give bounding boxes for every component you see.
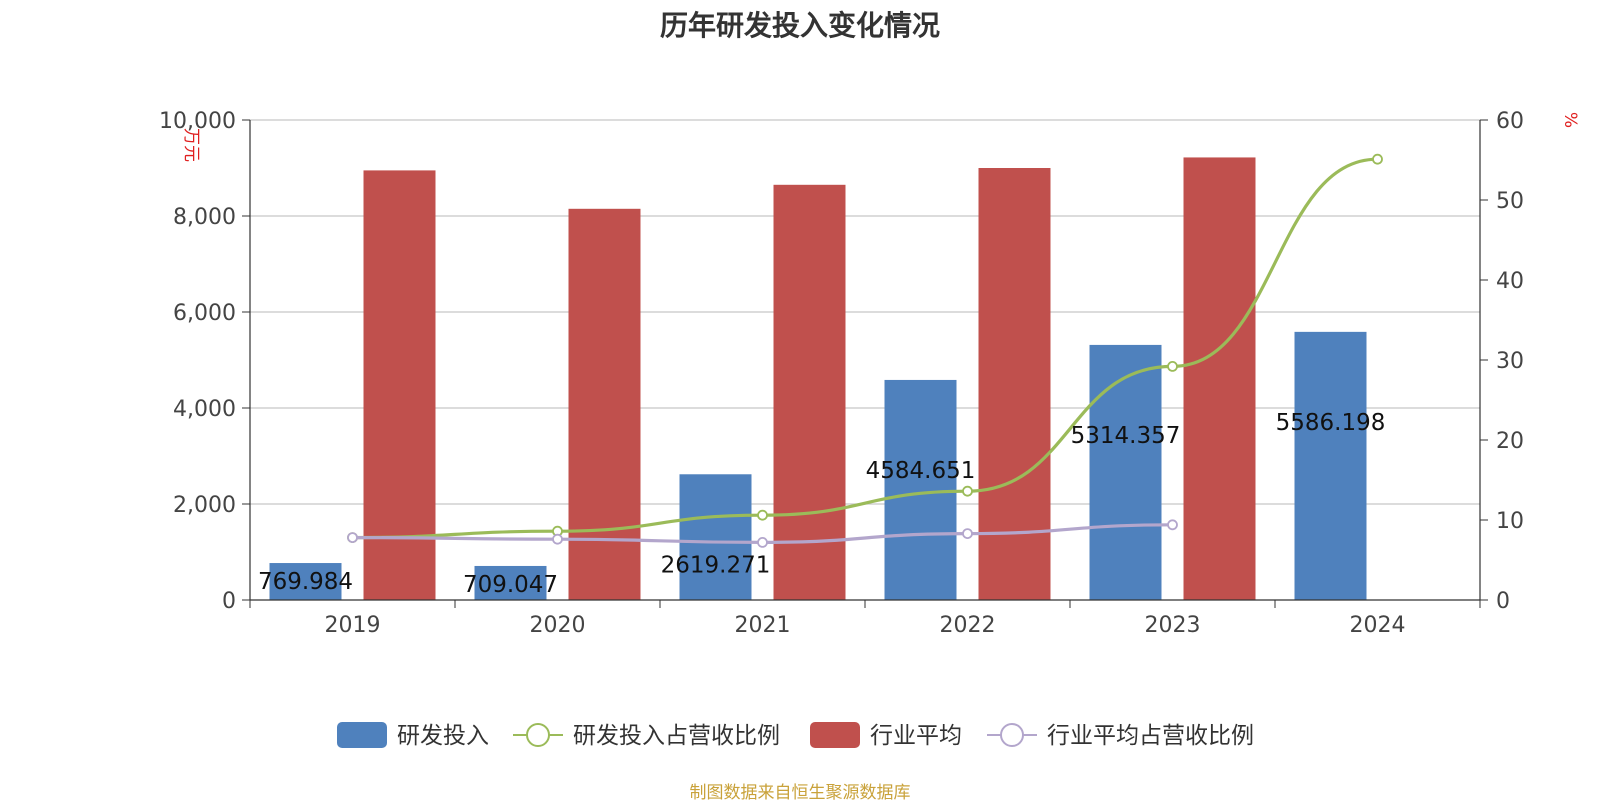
legend-swatch-bar <box>810 722 860 748</box>
industry-ratio-line-point <box>962 528 973 539</box>
rd-investment-bar <box>269 563 342 600</box>
bar-series <box>269 157 1367 601</box>
industry-ratio-line-point <box>1167 519 1178 531</box>
industry-ratio-line-point <box>757 537 768 548</box>
legend-label: 研发投入占营收比例 <box>573 723 780 749</box>
rd-investment-data-label: 769.984 <box>258 569 353 595</box>
rd-investment-data-label: 4584.651 <box>866 458 976 484</box>
legend[interactable]: 研发投入 研发投入占营收比例 行业平均 行业平均占营收比例 <box>337 722 1254 749</box>
rd-investment-bar <box>1294 331 1367 600</box>
right-tick-label: 20 <box>1496 429 1524 454</box>
grid-lines <box>250 119 1480 505</box>
industry-average-bar <box>363 170 436 600</box>
industry-average-bar <box>1183 157 1256 600</box>
x-tick-label: 2024 <box>1350 613 1406 638</box>
legend-label: 行业平均占营收比例 <box>1047 723 1254 749</box>
legend-swatch-marker <box>526 723 550 747</box>
rd-investment-data-label: 5586.198 <box>1276 410 1386 436</box>
rd-investment-data-label: 2619.271 <box>661 552 771 578</box>
x-tick-label: 2022 <box>940 613 996 638</box>
legend-swatch-bar <box>337 722 387 748</box>
legend-label: 研发投入 <box>397 723 489 749</box>
source-note: 制图数据来自恒生聚源数据库 <box>689 783 911 803</box>
axes: 0 2,000 4,000 6,000 8,000 10,000 0 10 20 30 40 50 60… <box>159 109 1580 638</box>
industry-average-bar <box>773 184 846 601</box>
rd-investment-data-label: 709.047 <box>463 572 558 598</box>
left-tick-label: 6,000 <box>173 301 236 326</box>
left-tick-label: 0 <box>222 589 236 614</box>
chart-title: 历年研发投入变化情况 <box>659 9 940 42</box>
right-axis-unit: % <box>1560 112 1580 128</box>
rd-investment-bar <box>474 565 547 600</box>
data-labels: 769.984 709.047 2619.271 4584.651 5314.357 55… <box>258 410 1385 598</box>
rd-ratio-line-point <box>1167 360 1178 372</box>
line-series <box>347 153 1383 548</box>
industry-ratio-line-point <box>347 532 358 543</box>
x-tick-label: 2019 <box>325 613 381 638</box>
rd-investment-data-label: 5314.357 <box>1071 423 1181 449</box>
right-tick-label: 10 <box>1496 509 1524 534</box>
x-tick-label: 2020 <box>530 613 586 638</box>
rd-investment-bar <box>884 379 957 600</box>
legend-swatch-marker <box>1000 723 1024 747</box>
left-axis-unit: 万元 <box>181 128 201 162</box>
rd-ratio-line-point <box>1372 153 1383 165</box>
rd-ratio-line-point <box>962 485 973 497</box>
rd-investment-bar <box>679 474 752 600</box>
rd-ratio-line-point <box>757 509 768 521</box>
left-tick-label: 8,000 <box>173 205 236 230</box>
legend-label: 行业平均 <box>870 723 962 749</box>
right-tick-label: 50 <box>1496 189 1524 214</box>
left-tick-label: 4,000 <box>173 397 236 422</box>
rd-investment-bar <box>1089 344 1162 600</box>
right-tick-label: 30 <box>1496 349 1524 374</box>
left-tick-label: 10,000 <box>159 109 236 134</box>
industry-ratio-line-point <box>552 533 563 545</box>
x-tick-label: 2023 <box>1145 613 1201 638</box>
industry-average-bar <box>568 208 641 601</box>
left-tick-label: 2,000 <box>173 493 236 518</box>
x-tick-label: 2021 <box>735 613 791 638</box>
industry-average-bar <box>978 168 1051 600</box>
right-tick-label: 40 <box>1496 269 1524 294</box>
right-tick-label: 60 <box>1496 109 1524 134</box>
right-tick-label: 0 <box>1496 589 1510 614</box>
